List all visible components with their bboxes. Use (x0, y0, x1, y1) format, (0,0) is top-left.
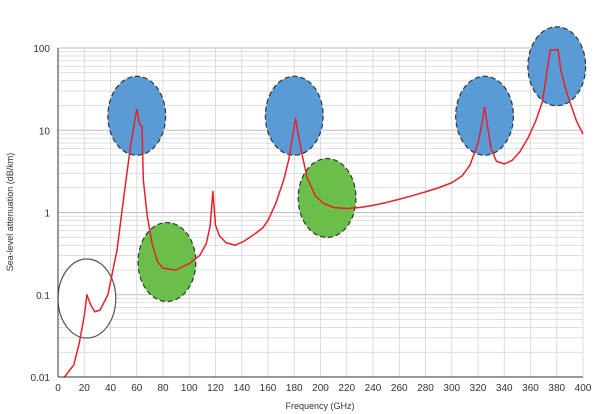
highlight-ellipse-5 (297, 157, 357, 239)
plot-frame (57, 48, 583, 378)
x-tick-label: 0 (55, 383, 61, 394)
x-tick-label: 240 (365, 383, 382, 394)
x-tick-label: 60 (131, 383, 143, 394)
x-axis-title: Frequency (GHz) (285, 401, 354, 411)
highlight-ellipse-7 (527, 26, 587, 107)
x-tick-label: 320 (470, 383, 487, 394)
x-tick-label: 140 (233, 383, 250, 394)
highlight-ellipse-6 (455, 75, 515, 156)
x-tick-label: 100 (181, 383, 198, 394)
y-tick-label: 100 (33, 44, 50, 55)
y-tick-label: 1 (44, 209, 50, 220)
tick-labels: 0 20 40 60 80 100 120 140 160 180 200 220 240 260 280 3… (31, 44, 592, 394)
y-axis-title: Sea-level attenuation (dB/km) (5, 153, 15, 272)
x-tick-label: 300 (443, 383, 460, 394)
x-tick-label: 200 (312, 383, 329, 394)
x-tick-label: 40 (105, 383, 117, 394)
highlight-ellipse-4 (264, 75, 324, 156)
x-tick-label: 260 (391, 383, 408, 394)
x-tick-label: 120 (207, 383, 224, 394)
x-tick-label: 340 (496, 383, 513, 394)
highlight-ellipse-3 (137, 221, 197, 303)
x-tick-label: 180 (286, 383, 303, 394)
x-tick-label: 80 (157, 383, 169, 394)
x-tick-label: 280 (417, 383, 434, 394)
x-tick-label: 20 (79, 383, 91, 394)
attenuation-line-1 (63, 49, 584, 378)
y-tick-label: 10 (39, 126, 51, 137)
y-tick-label: 0.1 (36, 291, 50, 302)
x-tick-label: 380 (548, 383, 565, 394)
series-lines (63, 49, 584, 378)
y-tick-label: 0.01 (31, 373, 51, 384)
highlight-ellipse-2 (107, 75, 167, 156)
x-tick-label: 400 (575, 383, 592, 394)
x-tick-label: 160 (260, 383, 277, 394)
x-tick-label: 220 (338, 383, 355, 394)
x-tick-label: 360 (522, 383, 539, 394)
